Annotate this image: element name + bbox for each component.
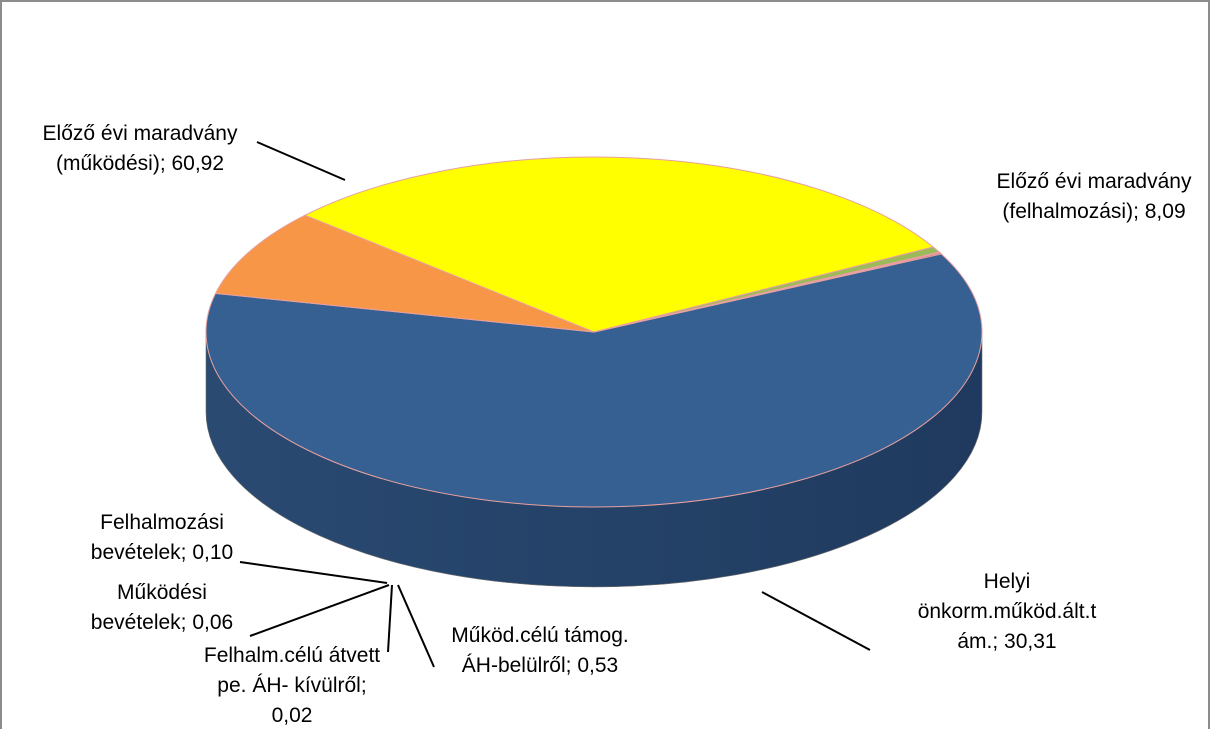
slice-label-line: Működési [117, 581, 207, 604]
slice-label-line: Felhalm.célú átvett [204, 644, 380, 667]
slice-label-2: Helyi önkorm.működ.ált.t ám.; 30,31 [918, 570, 1097, 653]
pie-slice-0 [205, 253, 983, 508]
slice-label-6: Felhalmozási bevételek; 0,10 [91, 511, 233, 564]
leader-line-5 [249, 584, 390, 637]
slice-label-line: Működ.célú támog. [451, 624, 628, 647]
slice-label-line: ÁH-belülről; 0,53 [462, 654, 618, 677]
pie-slices [205, 156, 983, 588]
leader-line-3 [397, 584, 435, 668]
slice-label-1: Előző évi maradvány (felhalmozási); 8,09 [997, 170, 1192, 223]
slice-label-line: (felhalmozási); 8,09 [1002, 200, 1185, 223]
slice-label-line: Helyi [984, 570, 1031, 593]
pie-slice-1 [214, 214, 595, 333]
slice-value: 0,02 [272, 704, 313, 727]
slice-label-3: Működ.célú támog. ÁH-belülről; 0,53 [451, 624, 628, 677]
slice-labels: Előző évi maradvány (működési); 60,92Előz… [43, 122, 1192, 727]
leader-line-0 [256, 141, 346, 181]
slice-label-line: ám.; 30,31 [957, 630, 1056, 653]
slice-label-line: (működési); 60,92 [56, 152, 224, 175]
pie-slice-6 [593, 252, 943, 333]
slice-label-4: Felhalm.célú átvett pe. ÁH- kívülről; 0,02 [204, 644, 380, 727]
slice-label-5: Működési bevételek; 0,06 [91, 581, 233, 634]
slice-label-line: önkorm.működ.ált.t [918, 600, 1097, 623]
leader-lines [239, 141, 871, 668]
leader-line-2 [761, 591, 871, 651]
leader-line-6 [239, 561, 388, 584]
slice-label-line: bevételek; 0,06 [91, 611, 233, 634]
slice-label-line: pe. ÁH- kívülről; [217, 674, 366, 697]
pie-slice-2 [303, 156, 935, 333]
slice-label-0: Előző évi maradvány (működési); 60,92 [43, 122, 238, 175]
slice-label-line: Előző évi maradvány [43, 122, 238, 145]
slice-label-line: Felhalmozási [100, 511, 224, 534]
slice-label-line: bevételek; 0,10 [91, 541, 233, 564]
slice-label-line: Előző évi maradvány [997, 170, 1192, 193]
leader-line-4 [387, 584, 393, 653]
